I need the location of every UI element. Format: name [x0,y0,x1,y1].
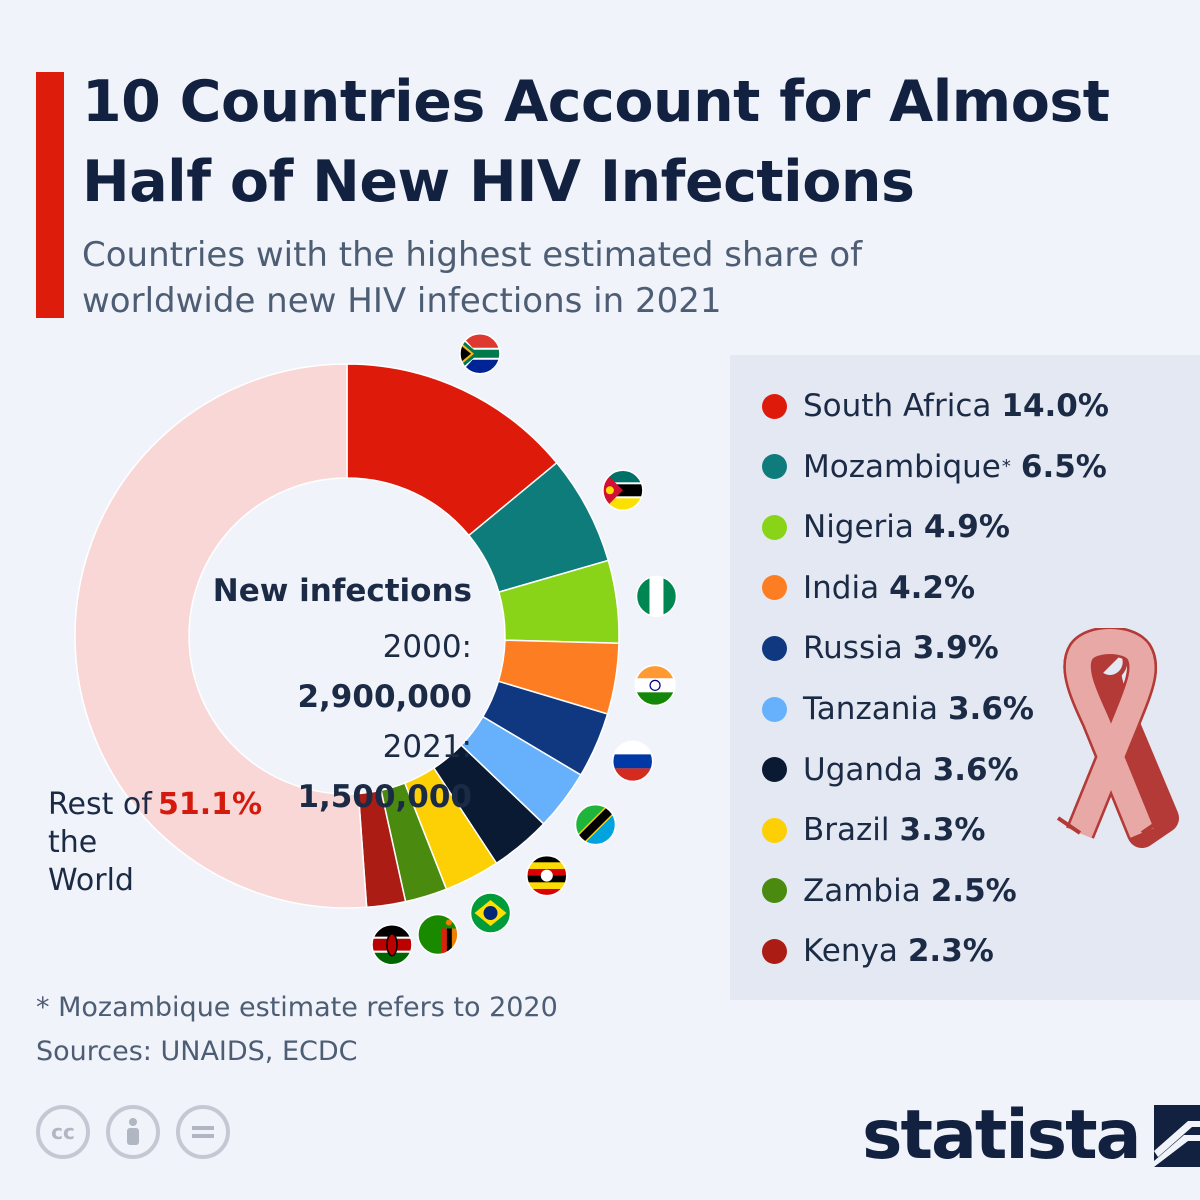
center-row-2021-label: 2021: [382,729,472,765]
legend-item-mozambique: Mozambique * 6.5% [762,447,1107,487]
flag-south-africa-icon [459,333,501,375]
legend-value: 3.6% [932,751,1019,788]
legend-value: 2.5% [930,872,1017,909]
flag-india-icon [634,664,676,707]
legend-value: 6.5% [1020,448,1107,485]
legend-label: South Africa [803,388,992,424]
statista-mark-icon [1153,1105,1200,1167]
center-row-2021: 2021: 1,500,000 [200,722,472,822]
rest-of-world-label: Rest of the World [48,787,152,898]
flag-brazil-icon [469,892,512,934]
chart-subtitle: Countries with the highest estimated sha… [82,235,863,321]
slice-rest-of-the-world [74,363,368,909]
legend-value: 3.6% [947,691,1034,727]
legend-value: 3.3% [899,812,986,849]
rest-of-world-value: 51.1% [158,787,263,822]
legend-swatch [762,817,787,843]
legend-swatch [762,514,787,540]
legend-label: India [803,569,880,606]
center-row-2021-value: 1,500,000 [297,779,472,815]
legend-asterisk: * [1001,456,1011,478]
legend-label: Uganda [803,751,923,788]
flag-tanzania-icon [574,803,617,846]
legend-swatch [762,393,787,419]
center-row-2000-value: 2,900,000 [297,679,472,715]
legend-label: Brazil [803,812,890,849]
legend-label: Tanzania [803,691,938,727]
legend-swatch [762,696,787,722]
sources: Sources: UNAIDS, ECDC [36,1036,358,1067]
center-row-2000: 2000: 2,900,000 [200,622,472,722]
legend-item-zambia: Zambia 2.5% [762,871,1017,911]
legend-value: 2.3% [907,933,994,970]
legend-label: Russia [803,630,903,667]
legend-label: Mozambique [803,448,1001,485]
legend-item-india: India 4.2% [762,568,975,608]
flag-nigeria-icon [635,575,678,618]
legend-item-south-africa: South Africa 14.0% [762,386,1109,426]
legend-value: 4.9% [923,509,1010,546]
chart-title: 10 Countries Account for Almost Half of … [82,69,1110,215]
legend-item-nigeria: Nigeria 4.9% [762,507,1010,547]
legend-item-brazil: Brazil 3.3% [762,810,986,850]
center-heading: New infections [212,573,472,609]
legend-item-tanzania: Tanzania 3.6% [762,689,1034,729]
flag-uganda-icon [526,854,568,897]
legend-item-kenya: Kenya 2.3% [762,931,994,971]
legend-swatch [762,454,787,480]
legend-value: 14.0% [1001,388,1109,424]
footnote: * Mozambique estimate refers to 2020 [36,992,558,1023]
attribution-icon[interactable] [106,1105,160,1159]
legend-swatch [762,878,787,904]
flag-zambia-icon [417,913,459,956]
legend-value: 3.9% [912,630,999,667]
center-row-2000-label: 2000: [382,629,472,665]
legend-swatch [762,575,787,601]
brand-name: statista [862,1096,1142,1175]
legend-label: Kenya [803,933,898,970]
legend-swatch [762,757,787,783]
legend-swatch [762,635,787,661]
no-derivatives-icon[interactable] [176,1105,230,1159]
title-accent-bar [36,72,64,318]
legend-value: 4.2% [889,569,976,606]
donut-center-info: New infections 2000: 2,900,000 2021: 1,5… [200,570,472,822]
awareness-ribbon-icon [1056,628,1179,848]
legend-item-uganda: Uganda 3.6% [762,750,1019,790]
flag-kenya-icon [371,923,413,966]
flag-russia-icon [611,740,654,783]
legend-swatch [762,938,787,964]
flag-mozambique-icon [602,469,644,512]
legend-item-russia: Russia 3.9% [762,628,999,668]
cc-icon[interactable]: cc [36,1105,90,1159]
statista-logo[interactable]: statista [862,1096,1200,1176]
donut-chart [74,333,678,966]
legend-label: Zambia [803,872,921,909]
license-icons: cc [36,1105,230,1159]
legend-label: Nigeria [803,509,914,546]
